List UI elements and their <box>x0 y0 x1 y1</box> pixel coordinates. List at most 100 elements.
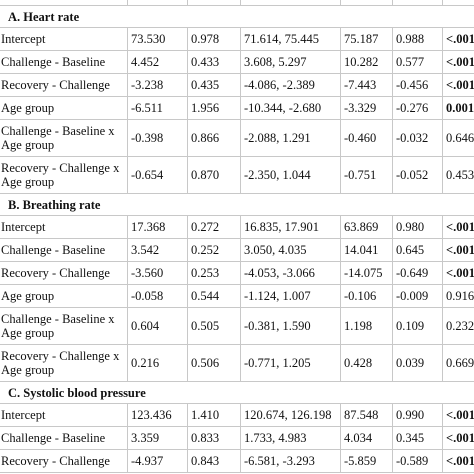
data-row: Challenge - Baseline 3.542 0.252 3.050, 4.0… <box>0 238 474 262</box>
cell: -10.344, -2.680 <box>240 96 341 120</box>
cell: -3.238 <box>127 73 188 97</box>
row-label: Age group <box>0 96 128 120</box>
section-title: C. Systolic blood pressure <box>0 381 474 404</box>
cell: -4.086, -2.389 <box>240 73 341 97</box>
cell: <.001 <box>442 403 474 427</box>
cell: -0.106 <box>340 284 393 308</box>
cell: 4.452 <box>127 50 188 74</box>
cell: 1.733, 4.983 <box>240 426 341 450</box>
cell: 17.368 <box>127 215 188 239</box>
section-row: A. Heart rate <box>0 5 474 28</box>
cell: -4.937 <box>127 449 188 473</box>
cell: 14.041 <box>340 238 393 262</box>
cell: -3.329 <box>340 96 393 120</box>
cell: 0.833 <box>187 426 241 450</box>
cell: -0.589 <box>392 449 443 473</box>
cell: 0.252 <box>187 238 241 262</box>
data-row: Age group -6.511 1.956 -10.344, -2.680 -3.32… <box>0 96 474 120</box>
cell: 75.187 <box>340 27 393 51</box>
row-label: Challenge - Baseline <box>0 426 128 450</box>
data-row: Challenge - Baseline x Age group 0.604 0.5… <box>0 307 474 345</box>
data-row: Recovery - Challenge x Age group -0.654 0.… <box>0 156 474 194</box>
cell: 0.435 <box>187 73 241 97</box>
row-label: Intercept <box>0 215 128 239</box>
cell: 0.272 <box>187 215 241 239</box>
cell: <.001 <box>442 73 474 97</box>
data-row: Recovery - Challenge x Age group 0.216 0.5… <box>0 344 474 382</box>
cell: 0.001 <box>442 96 474 120</box>
cell: <.001 <box>442 238 474 262</box>
cell: 87.548 <box>340 403 393 427</box>
cell: 0.428 <box>340 344 393 382</box>
data-row: Challenge - Baseline x Age group -0.398 0.… <box>0 119 474 157</box>
cell: 3.050, 4.035 <box>240 238 341 262</box>
cell: 0.505 <box>187 307 241 345</box>
data-row: Challenge - Baseline 4.452 0.433 3.608, 5.2… <box>0 50 474 74</box>
cell: <.001 <box>442 215 474 239</box>
row-label: Recovery - Challenge <box>0 449 128 473</box>
cell: 0.990 <box>392 403 443 427</box>
section-title: A. Heart rate <box>0 5 474 28</box>
cell: -0.398 <box>127 119 188 157</box>
cell: -0.052 <box>392 156 443 194</box>
data-row: Challenge - Baseline 3.359 0.833 1.733, 4.9… <box>0 426 474 450</box>
data-row: Intercept 73.530 0.978 71.614, 75.445 75.187… <box>0 27 474 51</box>
cell: -0.649 <box>392 261 443 285</box>
cell: 1.198 <box>340 307 393 345</box>
cell: -5.859 <box>340 449 393 473</box>
cell: 0.109 <box>392 307 443 345</box>
cell: 0.544 <box>187 284 241 308</box>
cell: 0.843 <box>187 449 241 473</box>
cell: -6.511 <box>127 96 188 120</box>
cell: -1.124, 1.007 <box>240 284 341 308</box>
cell: <.001 <box>442 50 474 74</box>
cell: -0.771, 1.205 <box>240 344 341 382</box>
row-label: Challenge - Baseline x Age group <box>0 119 128 157</box>
data-row: Recovery - Challenge -4.937 0.843 -6.581, -… <box>0 449 474 473</box>
cell: -0.032 <box>392 119 443 157</box>
cell: 1.410 <box>187 403 241 427</box>
cell: 63.869 <box>340 215 393 239</box>
cell: 10.282 <box>340 50 393 74</box>
cell: 3.542 <box>127 238 188 262</box>
cell: 0.577 <box>392 50 443 74</box>
cell: 73.530 <box>127 27 188 51</box>
row-label: Intercept <box>0 403 128 427</box>
cell: 71.614, 75.445 <box>240 27 341 51</box>
cell: <.001 <box>442 27 474 51</box>
cell: 0.039 <box>392 344 443 382</box>
data-row: Recovery - Challenge -3.560 0.253 -4.053, -… <box>0 261 474 285</box>
cell: -0.654 <box>127 156 188 194</box>
section-row: C. Systolic blood pressure <box>0 381 474 404</box>
cell: 0.866 <box>187 119 241 157</box>
section-title: B. Breathing rate <box>0 193 474 216</box>
row-label: Recovery - Challenge x Age group <box>0 344 128 382</box>
cell: 120.674, 126.198 <box>240 403 341 427</box>
cell: 0.604 <box>127 307 188 345</box>
cell: 0.916 <box>442 284 474 308</box>
cell: 0.988 <box>392 27 443 51</box>
cell: -0.009 <box>392 284 443 308</box>
row-label: Age group <box>0 284 128 308</box>
cell: -0.276 <box>392 96 443 120</box>
row-label: Recovery - Challenge x Age group <box>0 156 128 194</box>
row-label: Recovery - Challenge <box>0 261 128 285</box>
cell: 0.978 <box>187 27 241 51</box>
row-label: Challenge - Baseline <box>0 238 128 262</box>
cell: <.001 <box>442 449 474 473</box>
data-row: Intercept 17.368 0.272 16.835, 17.901 63.869… <box>0 215 474 239</box>
cell: 16.835, 17.901 <box>240 215 341 239</box>
cell: -2.088, 1.291 <box>240 119 341 157</box>
data-row: Age group -0.058 0.544 -1.124, 1.007 -0.106-… <box>0 284 474 308</box>
cell: -14.075 <box>340 261 393 285</box>
cell: 0.253 <box>187 261 241 285</box>
row-label: Intercept <box>0 27 128 51</box>
cell: -6.581, -3.293 <box>240 449 341 473</box>
cell: -0.460 <box>340 119 393 157</box>
cell: -3.560 <box>127 261 188 285</box>
section-row: B. Breathing rate <box>0 193 474 216</box>
cell: 0.345 <box>392 426 443 450</box>
cell: -4.053, -3.066 <box>240 261 341 285</box>
cell: 0.646 <box>442 119 474 157</box>
data-row: Intercept 123.436 1.410 120.674, 126.198 87.… <box>0 403 474 427</box>
